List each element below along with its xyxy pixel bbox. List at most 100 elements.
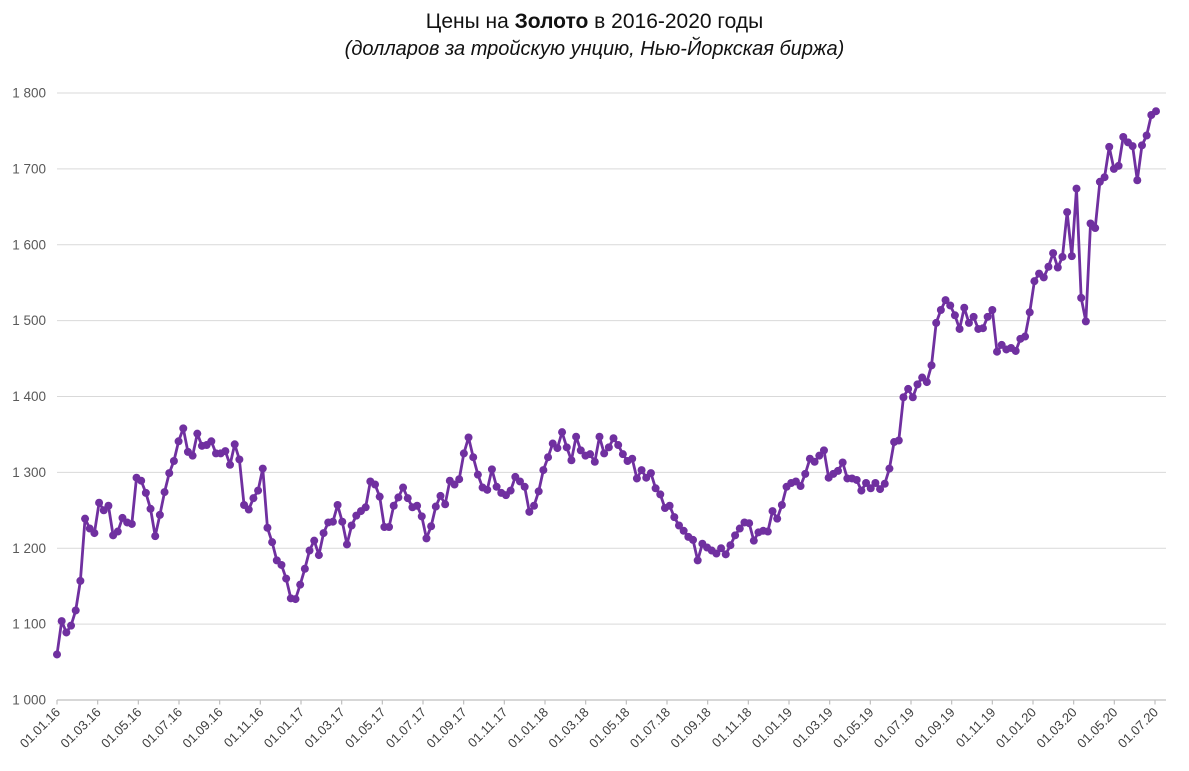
price-point	[469, 453, 478, 462]
y-tick-label: 1 700	[12, 161, 46, 176]
price-point	[562, 443, 571, 452]
y-tick-label: 1 300	[12, 465, 46, 480]
price-point	[300, 564, 309, 573]
price-point	[768, 507, 777, 516]
price-point	[689, 535, 698, 544]
price-point	[305, 546, 314, 555]
price-point	[558, 428, 567, 437]
price-point	[67, 621, 76, 630]
price-point	[277, 560, 286, 569]
price-point	[160, 488, 169, 497]
chart-title: Цены на Золото в 2016-2020 годы	[0, 8, 1189, 36]
price-point	[389, 501, 398, 510]
price-point	[314, 551, 323, 560]
price-point	[1067, 252, 1076, 261]
price-point	[525, 507, 534, 516]
price-point	[1114, 161, 1123, 170]
price-point	[604, 443, 613, 452]
x-tick-label: 01.01.18	[505, 705, 551, 751]
price-point	[375, 492, 384, 501]
price-point	[296, 580, 305, 589]
price-point	[941, 296, 950, 305]
price-point	[936, 306, 945, 314]
price-point	[904, 384, 913, 393]
price-point	[81, 514, 90, 523]
price-point	[1091, 224, 1100, 233]
price-point	[188, 451, 197, 460]
price-point	[235, 455, 244, 464]
price-point	[880, 479, 889, 488]
price-point	[815, 451, 824, 460]
price-point	[960, 303, 969, 312]
price-point	[679, 526, 688, 535]
chart-subtitle: (долларов за тройскую унцию, Нью-Йоркска…	[344, 38, 845, 60]
x-tick-label: 01.03.20	[1033, 705, 1079, 751]
price-point	[637, 466, 646, 475]
price-point	[763, 527, 772, 536]
chart-title-bold-word: Золото	[514, 10, 589, 33]
price-point	[1072, 184, 1081, 193]
price-point	[801, 469, 810, 478]
price-point	[104, 501, 113, 510]
x-tick-label: 01.07.16	[139, 705, 185, 751]
x-tick-label: 01.11.19	[953, 705, 999, 751]
price-point	[483, 485, 492, 494]
price-point	[244, 505, 253, 514]
price-point	[385, 523, 394, 531]
price-point	[95, 498, 104, 507]
price-point	[908, 393, 917, 402]
x-tick-label: 01.07.19	[871, 705, 917, 751]
price-point	[113, 527, 122, 536]
x-tick-label: 01.03.18	[545, 705, 591, 751]
x-tick-label: 01.05.18	[586, 705, 632, 751]
price-point	[932, 318, 941, 327]
price-point	[193, 429, 202, 438]
price-point	[520, 482, 529, 491]
price-point	[670, 513, 679, 522]
x-tick-label: 01.03.17	[301, 705, 347, 751]
chart-title-suffix: в 2016-2020 годы	[588, 10, 764, 33]
price-point	[221, 447, 230, 456]
price-point	[553, 444, 562, 453]
y-tick-label: 1 600	[12, 237, 46, 252]
price-point	[717, 544, 726, 553]
price-point	[417, 512, 426, 521]
price-point	[567, 456, 576, 465]
price-point	[628, 454, 637, 463]
price-point	[651, 484, 660, 493]
price-point	[146, 504, 155, 513]
price-point	[964, 318, 973, 327]
price-point	[399, 483, 408, 492]
price-point	[310, 536, 319, 545]
price-point	[1128, 142, 1137, 151]
price-point	[674, 521, 683, 530]
price-point	[319, 529, 328, 538]
price-point	[955, 324, 964, 333]
price-point	[894, 436, 903, 445]
price-point	[534, 487, 543, 496]
price-point	[810, 457, 819, 466]
price-point	[137, 476, 146, 485]
price-point	[464, 433, 473, 442]
price-point	[1025, 308, 1034, 317]
y-axis-labels: 1 000 1 100 1 200 1 300 1 400 1 500 1 600 1 700…	[12, 86, 46, 708]
x-axis-labels: 01.01.1601.03.1601.05.1601.07.1601.09.16…	[17, 705, 1161, 751]
price-point	[731, 531, 740, 540]
chart-gridlines	[57, 92, 1166, 701]
price-point	[530, 501, 539, 510]
price-point	[155, 510, 164, 519]
x-tick-label: 01.05.19	[830, 705, 876, 751]
price-point	[450, 480, 459, 489]
x-tick-label: 01.03.19	[789, 705, 835, 751]
price-point	[141, 488, 150, 497]
price-point	[487, 465, 496, 474]
price-point	[258, 464, 267, 473]
price-point	[712, 549, 721, 558]
price-point	[539, 466, 548, 475]
price-point	[263, 523, 272, 532]
price-point	[993, 347, 1001, 356]
price-point	[1142, 131, 1151, 140]
price-point	[1077, 293, 1086, 302]
